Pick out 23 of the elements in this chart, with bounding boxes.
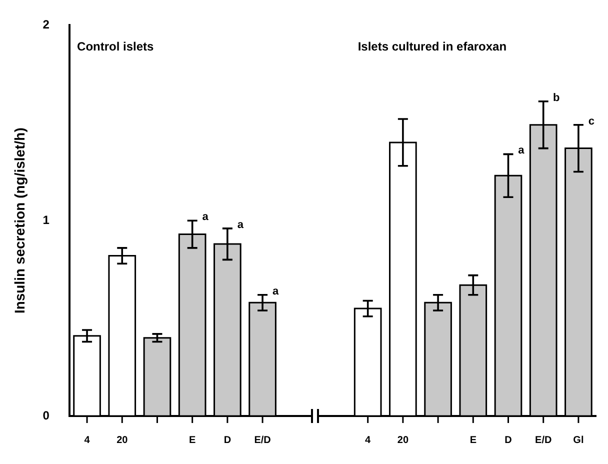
data-label: c	[588, 115, 595, 128]
y-axis-title: Insulin secretion (ng/islet/h)	[11, 128, 28, 314]
x-tick-label: 4	[84, 434, 90, 446]
data-label: a	[202, 211, 210, 224]
x-tick-label: E/D	[254, 434, 271, 446]
data-label: b	[552, 92, 560, 104]
data-label: a	[518, 144, 526, 157]
x-tick-label: E	[470, 434, 477, 446]
y-tick-label: 0	[42, 408, 50, 422]
x-tick-label: D	[224, 434, 232, 446]
annotation: Islets cultured in efaroxan	[358, 40, 507, 54]
x-tick-label: 20	[116, 434, 128, 446]
y-tick-label: 1	[42, 212, 50, 227]
x-tick-label: D	[504, 434, 512, 446]
x-tick-label: E/D	[535, 434, 552, 446]
data-label: a	[237, 218, 244, 231]
x-tick-label: E	[188, 434, 196, 446]
x-tick-label: Gl	[573, 434, 584, 446]
y-tick-label: 2	[42, 18, 50, 32]
x-tick-label: 4	[365, 434, 372, 446]
annotation: Control islets	[77, 40, 154, 54]
data-label: a	[272, 285, 280, 298]
x-tick-label: 20	[397, 434, 409, 446]
